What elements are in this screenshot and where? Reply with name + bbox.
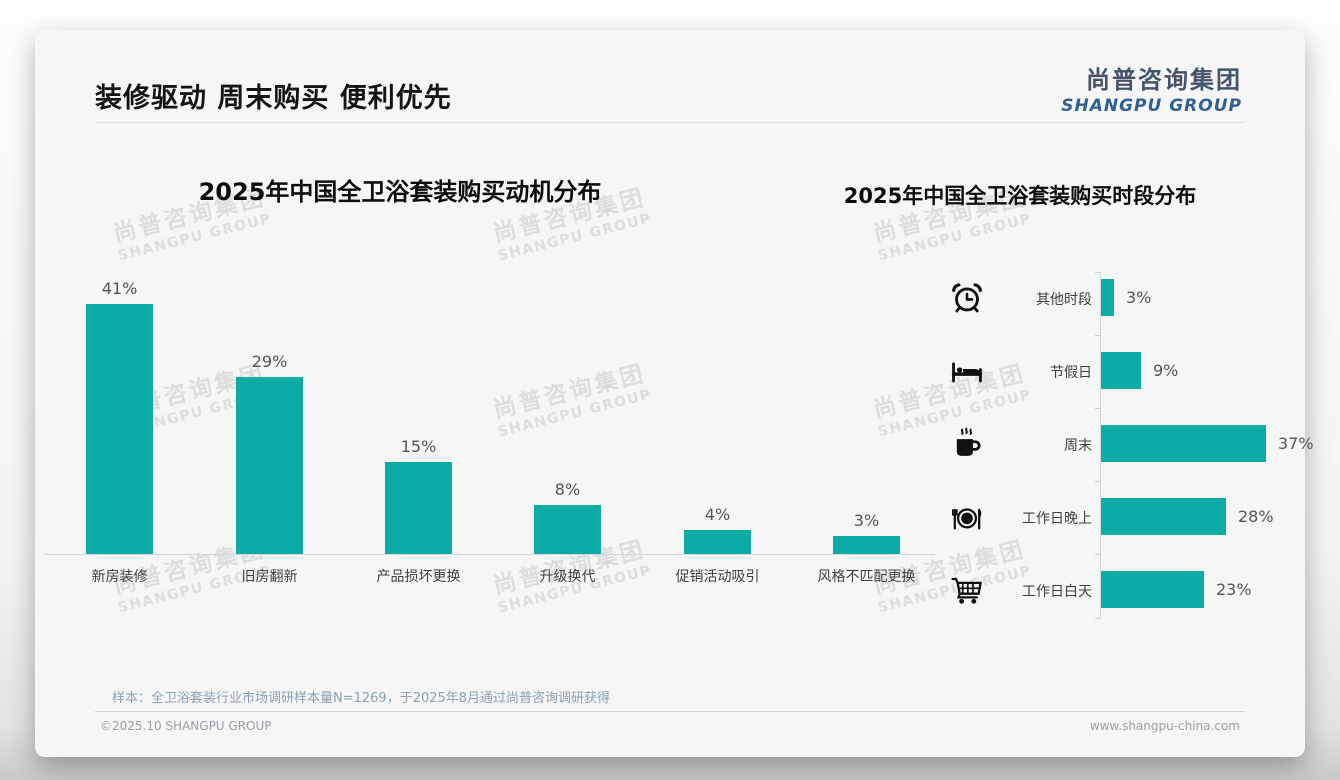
copyright-text: ©2025.10 SHANGPU GROUP [100, 719, 272, 733]
right-chart-y-axis [1100, 272, 1101, 618]
bar-value-label: 8% [554, 480, 581, 499]
right-chart-title: 2025年中国全卫浴套装购买时段分布 [843, 184, 1197, 208]
axis-tick [1095, 618, 1101, 619]
row-value-label: 3% [1126, 288, 1152, 307]
bar-category-label: 升级换代 [539, 569, 596, 585]
row-category-label: 工作日白天 [1022, 584, 1092, 600]
left-chart-x-axis [45, 554, 935, 555]
time-period-bar [1101, 279, 1114, 316]
alarm-clock-icon [950, 281, 984, 315]
motivation-bar [236, 377, 303, 554]
time-period-bar [1101, 571, 1204, 608]
axis-tick [1095, 334, 1101, 336]
bar-category-label: 新房装修 [91, 569, 148, 585]
row-category-label: 其他时段 [1036, 292, 1092, 308]
bar-value-label: 41% [101, 279, 138, 298]
company-logo: 尚普咨询集团 SHANGPU GROUP [1061, 60, 1242, 116]
motivation-bar [534, 505, 601, 554]
time-period-bar [1101, 352, 1141, 389]
time-period-bar [1101, 498, 1226, 535]
footer-divider [95, 711, 1245, 712]
axis-tick [1095, 553, 1101, 555]
bar-value-label: 29% [251, 352, 288, 371]
page-title: 装修驱动 周末购买 便利优先 [95, 83, 452, 114]
motivation-bar [684, 530, 751, 554]
bar-category-label: 产品损坏更换 [376, 569, 461, 585]
shopping-cart-icon [950, 573, 984, 607]
left-chart-title: 2025年中国全卫浴套装购买动机分布 [198, 178, 602, 206]
logo-chinese-text: 尚普咨询集团 [1086, 66, 1242, 94]
sample-note: 样本：全卫浴套装行业市场调研样本量N=1269，于2025年8月通过尚普咨询调研… [112, 691, 611, 706]
bar-value-label: 15% [400, 437, 437, 456]
motivation-bar [833, 536, 900, 554]
row-value-label: 28% [1238, 507, 1274, 526]
row-value-label: 9% [1153, 361, 1179, 380]
row-value-label: 37% [1278, 434, 1314, 453]
motivation-bar [385, 462, 452, 554]
bar-category-label: 促销活动吸引 [675, 569, 760, 585]
bar-value-label: 4% [704, 505, 731, 524]
time-period-bar [1101, 425, 1266, 462]
bed-icon [950, 354, 984, 388]
coffee-icon [950, 427, 984, 461]
row-category-label: 节假日 [1050, 365, 1092, 381]
bar-category-label: 旧房翻新 [241, 569, 298, 585]
axis-tick [1095, 480, 1101, 482]
bar-value-label: 3% [853, 511, 880, 530]
dining-plate-icon [950, 500, 984, 534]
axis-tick [1095, 407, 1101, 409]
bar-category-label: 风格不匹配更换 [817, 569, 916, 585]
motivation-bar [86, 304, 153, 554]
row-category-label: 周末 [1064, 438, 1092, 454]
website-text: www.shangpu-china.com [1089, 719, 1240, 733]
row-category-label: 工作日晚上 [1022, 511, 1092, 527]
logo-english-text: SHANGPU GROUP [1061, 96, 1242, 116]
row-value-label: 23% [1216, 580, 1252, 599]
axis-tick [1095, 272, 1101, 273]
title-divider [95, 122, 1245, 123]
